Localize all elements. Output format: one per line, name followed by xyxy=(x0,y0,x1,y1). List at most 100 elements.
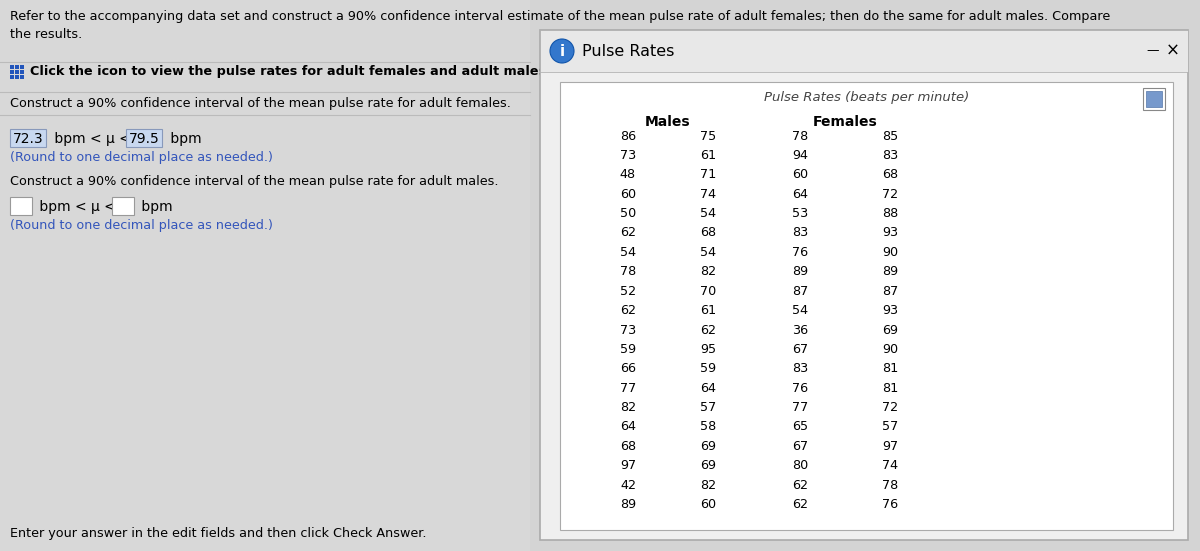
Text: 66: 66 xyxy=(620,363,636,375)
Text: 68: 68 xyxy=(882,168,898,181)
Text: 78: 78 xyxy=(792,129,808,143)
Text: 36: 36 xyxy=(792,323,808,337)
Text: 79.5: 79.5 xyxy=(128,132,160,146)
Text: Click the icon to view the pulse rates for adult females and adult males.: Click the icon to view the pulse rates f… xyxy=(30,65,551,78)
Text: 83: 83 xyxy=(792,363,808,375)
Bar xyxy=(560,82,1174,530)
Text: 69: 69 xyxy=(700,440,716,453)
Text: 89: 89 xyxy=(882,265,898,278)
Text: 76: 76 xyxy=(882,498,898,511)
Text: 78: 78 xyxy=(882,479,898,491)
Text: 65: 65 xyxy=(792,420,808,434)
Text: Females: Females xyxy=(812,115,877,129)
Text: 50: 50 xyxy=(620,207,636,220)
Text: 75: 75 xyxy=(700,129,716,143)
Bar xyxy=(20,70,24,74)
Text: 97: 97 xyxy=(620,460,636,472)
Text: 64: 64 xyxy=(700,382,716,395)
Text: 72.3: 72.3 xyxy=(13,132,43,146)
Text: 60: 60 xyxy=(792,168,808,181)
Text: 82: 82 xyxy=(700,265,716,278)
Text: 87: 87 xyxy=(882,285,898,298)
Bar xyxy=(540,30,1188,540)
FancyBboxPatch shape xyxy=(10,197,32,215)
Text: 67: 67 xyxy=(792,440,808,453)
Text: bpm: bpm xyxy=(137,200,173,214)
Text: 62: 62 xyxy=(792,479,808,491)
Circle shape xyxy=(550,39,574,63)
Text: 81: 81 xyxy=(882,382,898,395)
Text: 74: 74 xyxy=(700,188,716,201)
Text: 69: 69 xyxy=(700,460,716,472)
Text: 85: 85 xyxy=(882,129,898,143)
Bar xyxy=(14,75,19,79)
Text: 71: 71 xyxy=(700,168,716,181)
Bar xyxy=(20,65,24,69)
Text: 48: 48 xyxy=(620,168,636,181)
Text: the results.: the results. xyxy=(10,28,83,41)
Text: 67: 67 xyxy=(792,343,808,356)
Text: 72: 72 xyxy=(882,188,898,201)
Text: 95: 95 xyxy=(700,343,716,356)
Text: i: i xyxy=(559,44,564,58)
Text: 64: 64 xyxy=(620,420,636,434)
Text: 72: 72 xyxy=(882,401,898,414)
FancyBboxPatch shape xyxy=(10,129,46,147)
Text: 78: 78 xyxy=(620,265,636,278)
Text: 93: 93 xyxy=(882,304,898,317)
Text: 68: 68 xyxy=(700,226,716,240)
Bar xyxy=(1142,88,1165,110)
Text: 54: 54 xyxy=(620,246,636,259)
Text: Refer to the accompanying data set and construct a 90% confidence interval estim: Refer to the accompanying data set and c… xyxy=(10,10,1110,23)
Text: 54: 54 xyxy=(700,207,716,220)
Bar xyxy=(20,75,24,79)
Text: 62: 62 xyxy=(620,226,636,240)
Text: Pulse Rates: Pulse Rates xyxy=(582,44,674,58)
Text: 62: 62 xyxy=(700,323,716,337)
Text: 82: 82 xyxy=(620,401,636,414)
Text: 62: 62 xyxy=(620,304,636,317)
Text: 60: 60 xyxy=(620,188,636,201)
Text: 76: 76 xyxy=(792,382,808,395)
Text: 53: 53 xyxy=(792,207,808,220)
Bar xyxy=(10,70,14,74)
Text: 57: 57 xyxy=(700,401,716,414)
Text: 93: 93 xyxy=(882,226,898,240)
Bar xyxy=(0,0,530,551)
Text: Construct a 90% confidence interval of the mean pulse rate for adult females.: Construct a 90% confidence interval of t… xyxy=(10,97,511,110)
Text: 94: 94 xyxy=(792,149,808,162)
Bar xyxy=(14,70,19,74)
Text: bpm < μ <: bpm < μ < xyxy=(50,132,136,146)
Bar xyxy=(10,65,14,69)
Text: Enter your answer in the edit fields and then click Check Answer.: Enter your answer in the edit fields and… xyxy=(10,527,426,539)
Text: 73: 73 xyxy=(620,323,636,337)
Text: 73: 73 xyxy=(620,149,636,162)
Bar xyxy=(10,75,14,79)
FancyBboxPatch shape xyxy=(112,197,134,215)
Text: 76: 76 xyxy=(792,246,808,259)
Text: Pulse Rates (beats per minute): Pulse Rates (beats per minute) xyxy=(764,91,970,105)
Text: 60: 60 xyxy=(700,498,716,511)
Text: 87: 87 xyxy=(792,285,808,298)
Text: 57: 57 xyxy=(882,420,898,434)
Text: 61: 61 xyxy=(700,149,716,162)
Text: bpm: bpm xyxy=(166,132,202,146)
Text: bpm < μ <: bpm < μ < xyxy=(35,200,120,214)
Text: ×: × xyxy=(1166,42,1180,60)
Text: 74: 74 xyxy=(882,460,898,472)
Text: 77: 77 xyxy=(620,382,636,395)
Text: 90: 90 xyxy=(882,343,898,356)
Text: 62: 62 xyxy=(792,498,808,511)
Text: (Round to one decimal place as needed.): (Round to one decimal place as needed.) xyxy=(10,219,272,232)
Text: 54: 54 xyxy=(792,304,808,317)
Text: 69: 69 xyxy=(882,323,898,337)
Text: 89: 89 xyxy=(620,498,636,511)
Text: 70: 70 xyxy=(700,285,716,298)
Text: 59: 59 xyxy=(620,343,636,356)
Text: 88: 88 xyxy=(882,207,898,220)
Text: 86: 86 xyxy=(620,129,636,143)
Text: 89: 89 xyxy=(792,265,808,278)
FancyBboxPatch shape xyxy=(126,129,162,147)
Text: 97: 97 xyxy=(882,440,898,453)
Text: 90: 90 xyxy=(882,246,898,259)
